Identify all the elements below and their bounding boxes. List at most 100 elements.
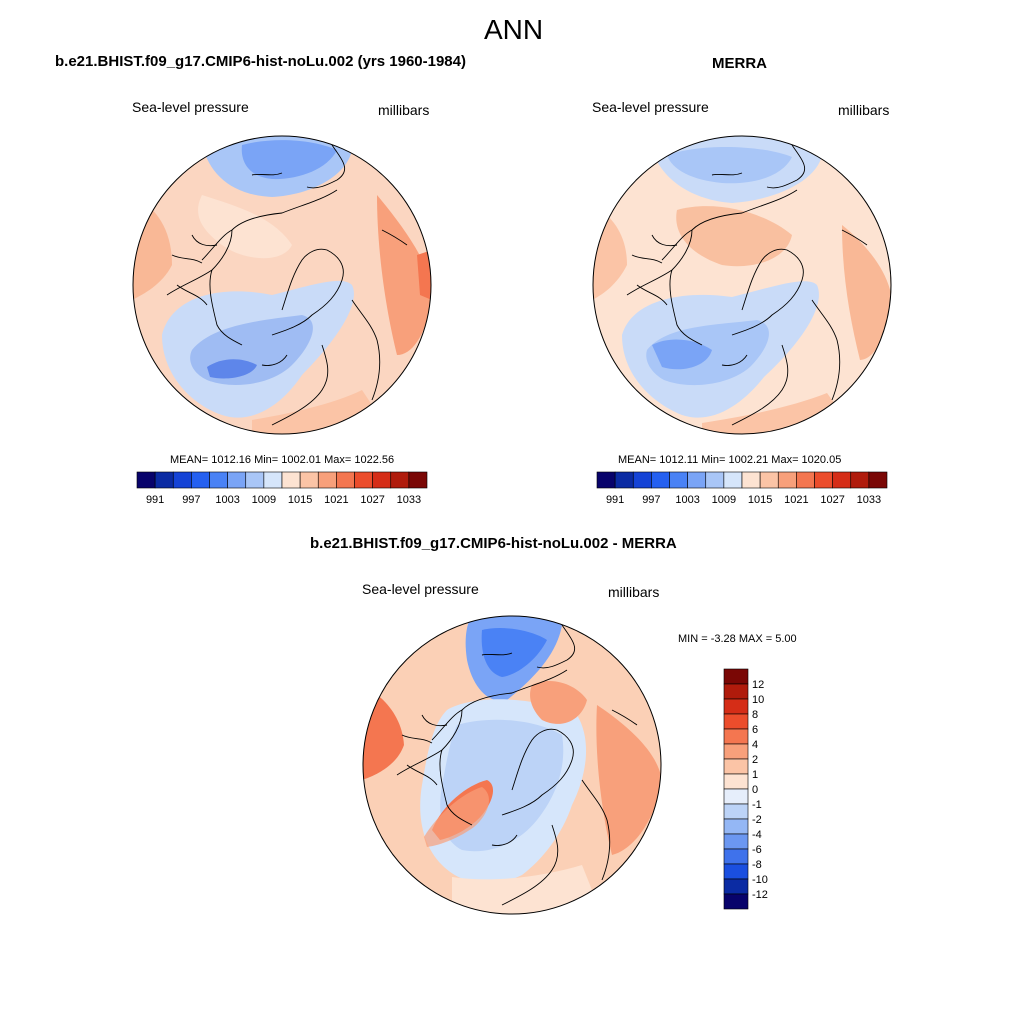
page-title: ANN bbox=[484, 14, 544, 45]
obs-colorbar-tick-label: 1003 bbox=[675, 494, 699, 506]
diff-colorbar-tick-label: -8 bbox=[752, 859, 762, 871]
diff-colorbar-tick-label: -4 bbox=[752, 829, 762, 841]
diff-map-pacific-neg-core bbox=[481, 628, 547, 677]
obs-map-high-pacific-right bbox=[842, 225, 891, 360]
model-colorbar-swatch bbox=[317, 471, 337, 489]
obs-map-icelandic-low bbox=[652, 339, 712, 370]
model-colorbar-tick-label: 1003 bbox=[215, 494, 239, 506]
diff-colorbar-tick-label: 10 bbox=[752, 694, 764, 706]
diff-units-label: millibars bbox=[608, 584, 660, 600]
model-units-label: millibars bbox=[378, 102, 430, 118]
diff-colorbar-tick-label: 8 bbox=[752, 709, 758, 721]
diff-colorbar-tick-label: -6 bbox=[752, 844, 762, 856]
diff-colorbar-swatch bbox=[723, 833, 749, 850]
obs-colorbar-swatch bbox=[687, 471, 707, 489]
diff-map-greenland-pos-light bbox=[424, 787, 489, 847]
model-colorbar-tick-label: 1033 bbox=[397, 494, 421, 506]
obs-colorbar-swatch bbox=[741, 471, 761, 489]
diff-colorbar-swatch bbox=[723, 803, 749, 820]
obs-colorbar-swatch bbox=[614, 471, 634, 489]
diff-colorbar-swatch bbox=[723, 788, 749, 805]
diff-polar-map bbox=[362, 615, 662, 915]
diff-colorbar-tick-label: 4 bbox=[752, 739, 758, 751]
model-map-arctic-light bbox=[198, 195, 292, 259]
obs-polar-map bbox=[592, 135, 892, 435]
diff-colorbar-swatch bbox=[723, 773, 749, 790]
model-map-border bbox=[132, 135, 432, 435]
obs-colorbar-swatch bbox=[759, 471, 779, 489]
diff-colorbar-tick-label: 1 bbox=[752, 769, 758, 781]
diff-colorbar-swatch bbox=[723, 713, 749, 730]
diff-colorbar-swatch bbox=[723, 758, 749, 775]
obs-colorbar: 991 997 1003 1009 1015 1021 1027 1033 bbox=[596, 471, 888, 506]
model-colorbar-swatch bbox=[154, 471, 174, 489]
model-polar-map bbox=[132, 135, 432, 435]
diff-map-siberia-pos bbox=[530, 680, 587, 724]
diff-colorbar-tick-label: 12 bbox=[752, 679, 764, 691]
model-colorbar: 991 997 1003 1009 1015 1021 1027 1033 bbox=[136, 471, 428, 506]
model-colorbar-swatch bbox=[263, 471, 283, 489]
diff-map-coastline-1 bbox=[396, 669, 611, 906]
model-colorbar-swatch bbox=[136, 471, 156, 489]
obs-map-aleutian-low-core bbox=[667, 146, 792, 184]
obs-colorbar-tick-label: 1033 bbox=[857, 494, 881, 506]
obs-colorbar-swatch bbox=[868, 471, 888, 489]
obs-colorbar-swatch bbox=[850, 471, 870, 489]
model-colorbar-swatch bbox=[281, 471, 301, 489]
diff-colorbar-tick-label: 2 bbox=[752, 754, 758, 766]
model-map-coastline-1 bbox=[166, 189, 381, 426]
obs-colorbar-tick-label: 1027 bbox=[820, 494, 844, 506]
obs-map-border bbox=[592, 135, 892, 435]
model-colorbar-swatch bbox=[372, 471, 392, 489]
obs-colorbar-tick-label: 1015 bbox=[748, 494, 772, 506]
obs-case-title: MERRA bbox=[712, 55, 767, 72]
model-map-coastline-2 bbox=[171, 144, 408, 366]
diff-colorbar-swatch bbox=[723, 818, 749, 835]
model-colorbar-swatch bbox=[354, 471, 373, 489]
diff-map-bottom-light bbox=[452, 865, 602, 914]
obs-colorbar-swatch bbox=[596, 471, 616, 489]
obs-stats: MEAN= 1012.11 Min= 1002.21 Max= 1020.05 bbox=[618, 454, 842, 466]
diff-stats: MIN = -3.28 MAX = 5.00 bbox=[678, 633, 797, 645]
obs-colorbar-swatch bbox=[777, 471, 797, 489]
diff-map-right-pos bbox=[596, 705, 661, 855]
obs-units-label: millibars bbox=[838, 102, 890, 118]
diff-colorbar-swatch bbox=[723, 878, 749, 895]
diff-colorbar-swatch bbox=[723, 893, 749, 910]
diff-colorbar-tick-label: -2 bbox=[752, 814, 762, 826]
obs-colorbar-swatch bbox=[669, 471, 688, 489]
model-map-icelandic-low bbox=[207, 359, 257, 379]
obs-colorbar-swatch bbox=[832, 471, 852, 489]
diff-colorbar-swatch bbox=[723, 848, 749, 865]
diff-colorbar-swatch bbox=[723, 668, 749, 685]
model-stats: MEAN= 1012.16 Min= 1002.01 Max= 1022.56 bbox=[170, 454, 395, 466]
obs-map-coastline-2 bbox=[631, 144, 868, 366]
obs-colorbar-swatch bbox=[814, 471, 833, 489]
diff-colorbar-tick-label: 6 bbox=[752, 724, 758, 736]
obs-colorbar-tick-label: 991 bbox=[606, 494, 624, 506]
model-colorbar-swatch bbox=[227, 471, 247, 489]
obs-colorbar-swatch bbox=[723, 471, 743, 489]
diff-colorbar-tick-label: 0 bbox=[752, 784, 758, 796]
obs-colorbar-swatch bbox=[796, 471, 815, 489]
diff-colorbar-swatch bbox=[723, 683, 749, 700]
model-map-high-pacific-core bbox=[417, 250, 431, 300]
obs-colorbar-swatch bbox=[651, 471, 670, 489]
diff-variable-label: Sea-level pressure bbox=[362, 581, 479, 597]
model-colorbar-tick-label: 1015 bbox=[288, 494, 312, 506]
model-colorbar-swatch bbox=[390, 471, 410, 489]
diff-case-title: b.e21.BHIST.f09_g17.CMIP6-hist-noLu.002 … bbox=[310, 535, 677, 552]
model-colorbar-swatch bbox=[299, 471, 319, 489]
model-colorbar-tick-label: 1009 bbox=[252, 494, 276, 506]
model-colorbar-swatch bbox=[408, 471, 428, 489]
model-colorbar-swatch bbox=[245, 471, 265, 489]
model-colorbar-swatch bbox=[191, 471, 210, 489]
diff-colorbar-tick-label: -1 bbox=[752, 799, 762, 811]
obs-map-coastline-1 bbox=[626, 189, 841, 426]
obs-colorbar-swatch bbox=[705, 471, 725, 489]
model-colorbar-tick-label: 991 bbox=[146, 494, 164, 506]
model-colorbar-tick-label: 1021 bbox=[324, 494, 348, 506]
diff-colorbar-swatch bbox=[723, 728, 749, 745]
obs-colorbar-swatch bbox=[632, 471, 652, 489]
